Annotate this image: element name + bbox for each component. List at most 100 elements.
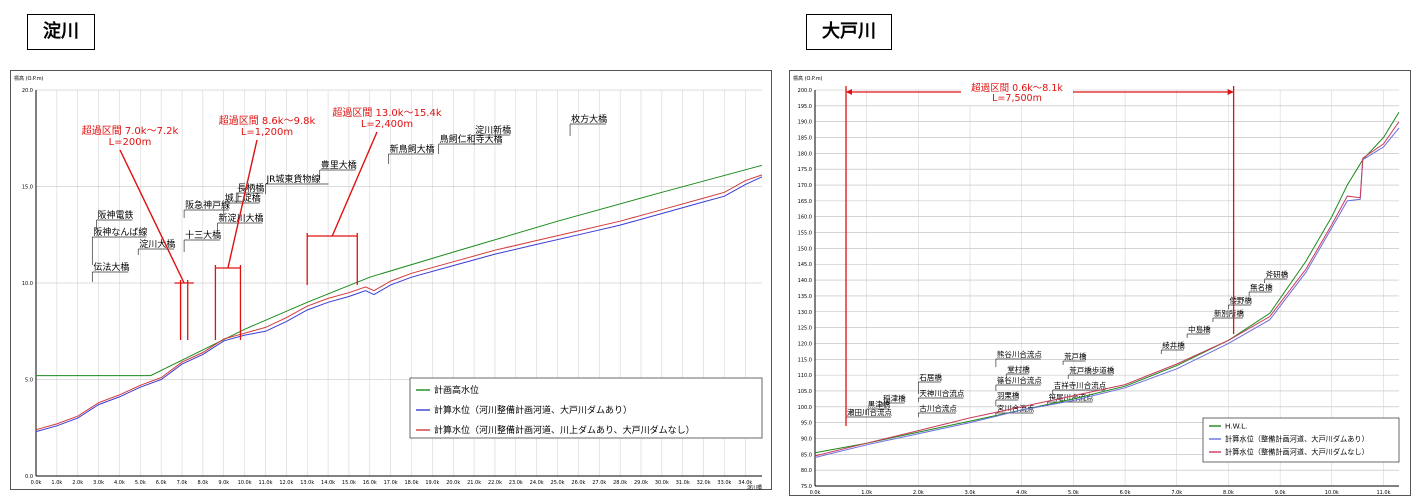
legend-box (409, 377, 763, 439)
exceed-pointer (119, 149, 185, 284)
y-tick-label: 170.0 (798, 183, 812, 189)
landmark-label: 石居橋 (919, 372, 942, 382)
landmark-label: 阪急神戸線 (185, 199, 230, 211)
legend-entry: 計算水位（河川整備計画河道、川上ダムあり、大戸川ダムなし） (434, 424, 695, 436)
landmark-label: 新鳥飼大橋 (390, 143, 435, 155)
landmark-label: 鳥飼仁和寺大橋 (440, 133, 503, 145)
y-tick-label: 130.0 (798, 310, 812, 316)
landmark-label: 十三大橋 (185, 229, 221, 241)
exceed-pointer (331, 131, 378, 237)
x-tick-label: 0.0k (810, 490, 821, 496)
landmark-label: 枚方大橋 (571, 113, 607, 125)
y-tick-label: 90.0 (801, 436, 812, 442)
y-tick-label: 180.0 (798, 151, 812, 157)
exceed-label: 超過区間 0.6k～8.1k (971, 82, 1063, 94)
landmark-label: 熊谷川合流点 (997, 349, 1042, 359)
landmark-label: 淀川大橋 (139, 238, 175, 250)
x-tick-label: 15.0k (342, 480, 356, 486)
exceed-pointer (227, 139, 258, 269)
y-tick-label: 125.0 (798, 326, 812, 332)
x-tick-label: 18.0k (405, 480, 419, 486)
x-tick-label: 27.0k (592, 480, 606, 486)
x-tick-label: 23.0k (509, 480, 523, 486)
y-tick-label: 195.0 (798, 104, 812, 110)
x-tick-label: 12.0k (279, 480, 293, 486)
landmark-label: 城上淀橋 (225, 192, 261, 204)
landmark-label: 羽栗橋 (997, 390, 1020, 400)
x-tick-label: 29.0k (634, 480, 648, 486)
landmark-label: 綾井橋 (1162, 340, 1185, 350)
legend-entry: 計画高水位 (434, 384, 479, 396)
y-tick-label: 200.0 (798, 88, 812, 94)
x-tick-label: 3.0k (965, 490, 976, 496)
x-tick-label: 13.0k (300, 480, 314, 486)
y-tick-label: 85.0 (801, 452, 812, 458)
landmark-label: 堂村橋 (1007, 364, 1030, 374)
y-tick-label: 175.0 (798, 167, 812, 173)
exceed-arrow-right (1227, 89, 1234, 95)
y-tick-label: 165.0 (798, 199, 812, 205)
y-tick-label: 160.0 (798, 215, 812, 221)
x-tick-label: 3.0k (93, 480, 104, 486)
exceed-label-bg (961, 81, 1073, 105)
x-tick-label: 8.0k (1223, 490, 1234, 496)
x-tick-label: 4.0k (1016, 490, 1027, 496)
landmark-label: 新淀川大橋 (219, 212, 264, 224)
legend-entry: 計算水位（整備計画河道、大戸川ダムあり） (1225, 435, 1369, 444)
x-tick-label: 1.0k (861, 490, 872, 496)
exceed-label: 超過区間 13.0k～15.4k (332, 106, 442, 119)
x-tick-label: 20.0k (446, 480, 460, 486)
x-tick-label: 1.0k (51, 480, 62, 486)
y-tick-label: 120.0 (798, 341, 812, 347)
landmark-label: 豊里大橋 (321, 159, 357, 171)
y-tick-label: 10.0 (22, 281, 33, 287)
y-tick-label: 105.0 (798, 389, 812, 395)
landmark-label: 荒戸橋歩道橋 (1069, 365, 1114, 375)
y-tick-label: 150.0 (798, 246, 812, 252)
x-tick-label: 7.0k (177, 480, 188, 486)
x-tick-label: 34.0k (738, 480, 752, 486)
x-tick-label: 31.0k (676, 480, 690, 486)
x-tick-label: 24.0k (530, 480, 544, 486)
legend-entry: 計算水位（河川整備計画河道、大戸川ダムあり） (434, 404, 632, 416)
landmark-label: 長柄橋 (237, 182, 264, 194)
daido-river-chart: 標高 (O.P.m) 75.0 80.0 85.0 90.0 95.0 100.0 105.0… (789, 70, 1411, 496)
y-tick-label: 190.0 (798, 120, 812, 126)
y-tick-label: 145.0 (798, 262, 812, 268)
y-tick-label: 20.0 (22, 88, 33, 94)
series-line-3 (35, 174, 763, 431)
left-panel-title: 淀川 (27, 14, 95, 50)
exceed-length: L=7,500m (992, 93, 1042, 104)
x-tick-label: 0.0k (31, 480, 42, 486)
legend-entry: 計算水位（整備計画河道、大戸川ダムなし） (1225, 448, 1369, 457)
landmark-label: 伝法大橋 (93, 261, 129, 273)
landmark-label: 中島橋 (1188, 324, 1211, 334)
y-tick-label: 15.0 (22, 185, 33, 191)
x-tick-label: 26.0k (571, 480, 585, 486)
x-tick-label: 32.0k (697, 480, 711, 486)
landmark-label: 斧研橋 (1266, 269, 1289, 279)
x-tick-label: 22.0k (488, 480, 502, 486)
y-tick-label: 110.0 (798, 373, 812, 379)
landmark-label: 無名橋 (1250, 282, 1273, 292)
landmark-label: 新別所橋 (1214, 308, 1244, 318)
y-tick-label: 75.0 (801, 484, 812, 490)
x-tick-label: 28.0k (613, 480, 627, 486)
y-tick-label: 115.0 (798, 357, 812, 363)
x-tick-label: 2.0k (913, 490, 924, 496)
x-tick-label: 19.0k (425, 480, 439, 486)
landmark-label: 笹尾川合流点 (1049, 392, 1094, 402)
exceed-length: L=2,400m (361, 119, 413, 130)
x-tick-label: 10.0k (238, 480, 252, 486)
x-tick-label: 16.0k (363, 480, 377, 486)
exceed-length: L=1,200m (241, 127, 293, 138)
series-line-2 (35, 176, 763, 433)
series-line-1 (814, 111, 1400, 454)
landmark-label: 稲津橋 (883, 393, 906, 403)
legend-box (1202, 417, 1400, 463)
x-tick-label: 6.0k (1120, 490, 1131, 496)
y-tick-label: 95.0 (801, 421, 812, 427)
landmark-label: 天神川合流点 (919, 388, 964, 398)
x-tick-label: 14.0k (321, 480, 335, 486)
x-tick-label: 30.0k (655, 480, 669, 486)
